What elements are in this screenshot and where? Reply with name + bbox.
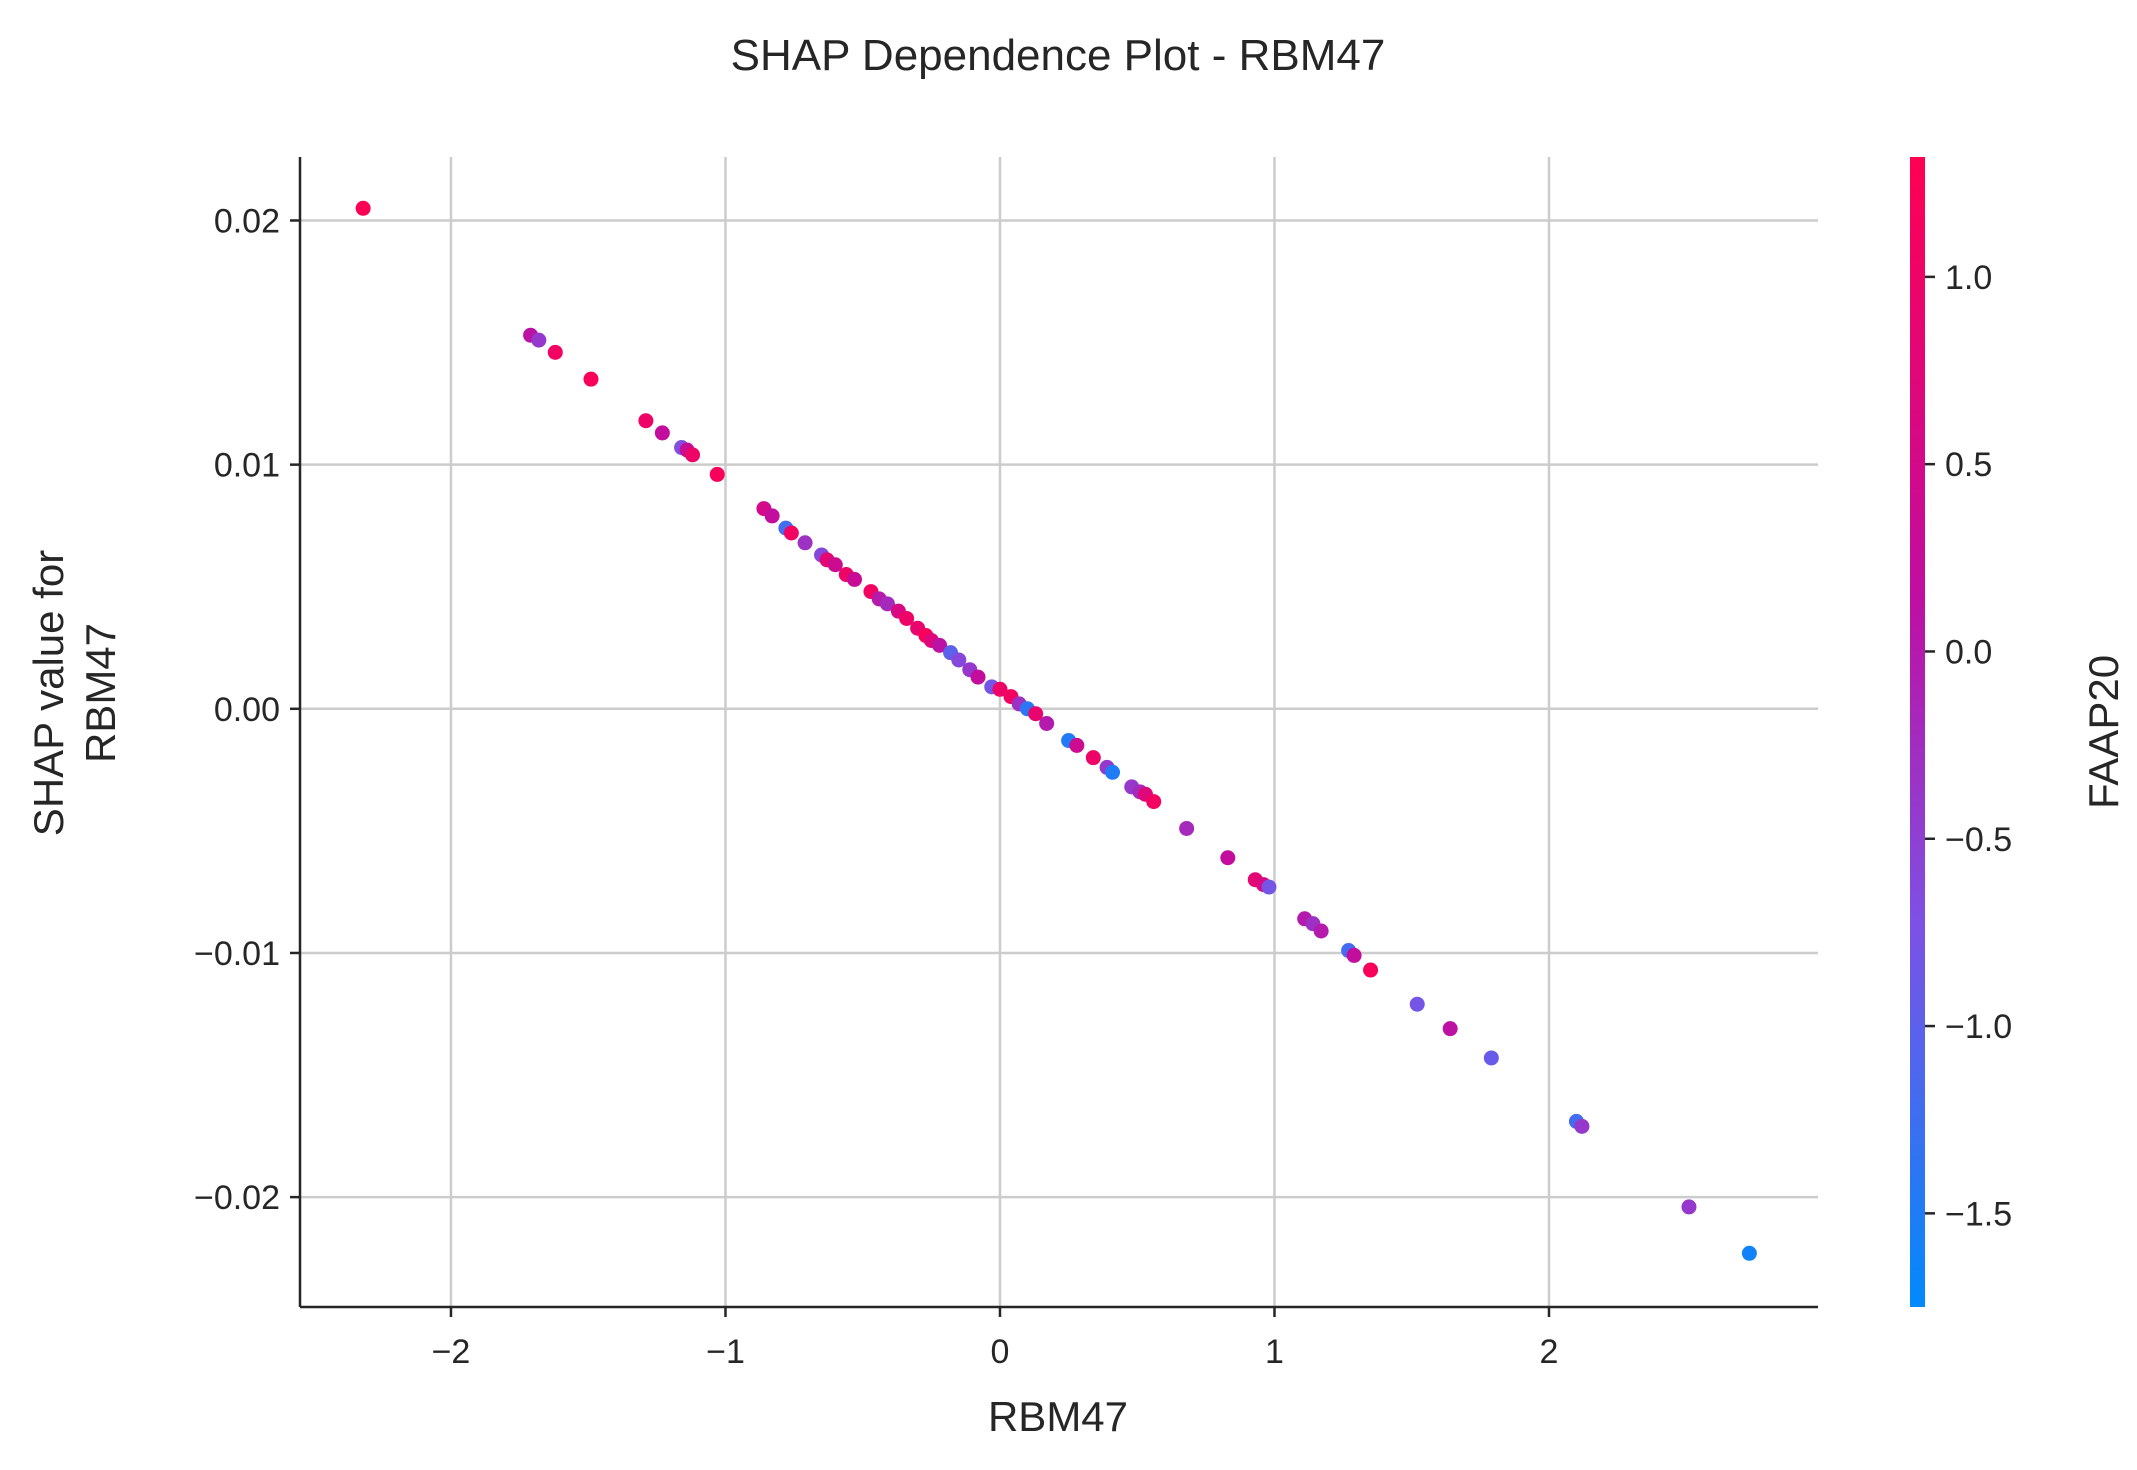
data-point [531, 332, 547, 348]
data-point [783, 525, 799, 541]
y-axis-label-line-1: SHAP value for [25, 550, 72, 836]
data-point [654, 425, 670, 441]
x-axis-ticks: −2 −1 0 1 2 [432, 1307, 1559, 1371]
x-tick-label: −1 [706, 1333, 745, 1371]
data-point [1363, 962, 1379, 978]
data-point [1313, 923, 1329, 939]
colorbar-tick-label: 0.0 [1945, 633, 1992, 671]
data-point [846, 571, 862, 587]
x-tick-label: 1 [1265, 1333, 1284, 1371]
y-tick-label: 0.00 [214, 691, 280, 729]
y-axis-label-line-2: RBM47 [77, 623, 124, 763]
data-point [709, 466, 725, 482]
data-point [547, 344, 563, 360]
scatter-points [355, 200, 1757, 1261]
data-point [1039, 715, 1055, 731]
colorbar-tick-label: −1.0 [1945, 1008, 2012, 1046]
x-axis-label: RBM47 [988, 1393, 1128, 1440]
data-point [764, 508, 780, 524]
data-point [355, 200, 371, 216]
data-point [1146, 794, 1162, 810]
data-point [1085, 750, 1101, 766]
data-point [1346, 947, 1362, 963]
data-point [827, 557, 843, 573]
data-point [951, 652, 967, 668]
data-point [1442, 1021, 1458, 1037]
x-tick-label: 0 [991, 1333, 1010, 1371]
y-axis-label: SHAP value for RBM47 [25, 550, 124, 836]
colorbar-tick-label: 1.0 [1945, 259, 1992, 297]
y-tick-label: −0.02 [194, 1179, 280, 1217]
data-point [1028, 706, 1044, 722]
data-point [932, 637, 948, 653]
colorbar-tick-label: −1.5 [1945, 1195, 2012, 1233]
data-point [1220, 850, 1236, 866]
colorbar [1910, 157, 1925, 1307]
data-point [1741, 1245, 1757, 1261]
data-point [1179, 820, 1195, 836]
colorbar-label: FAAP20 [2080, 655, 2127, 809]
data-point [583, 371, 599, 387]
data-point [685, 447, 701, 463]
colorbar-tick-label: −0.5 [1945, 821, 2012, 859]
x-tick-label: −2 [432, 1333, 471, 1371]
data-point [638, 413, 654, 429]
y-axis-ticks: 0.02 0.01 0.00 −0.01 −0.02 [194, 202, 300, 1217]
colorbar-tick-label: 0.5 [1945, 446, 1992, 484]
data-point [970, 669, 986, 685]
data-point [1574, 1118, 1590, 1134]
data-point [899, 610, 915, 626]
data-point [1261, 879, 1277, 895]
data-point [1069, 737, 1085, 753]
chart-title: SHAP Dependence Plot - RBM47 [731, 31, 1386, 80]
y-tick-label: 0.02 [214, 202, 280, 240]
data-point [1409, 996, 1425, 1012]
data-point [992, 681, 1008, 697]
data-point [879, 596, 895, 612]
colorbar-ticks: 1.0 0.5 0.0 −0.5 −1.0 −1.5 [1925, 259, 2012, 1233]
data-point [797, 535, 813, 551]
data-point [1105, 764, 1121, 780]
grid-lines [300, 157, 1818, 1307]
x-tick-label: 2 [1540, 1333, 1559, 1371]
data-point [1483, 1050, 1499, 1066]
data-point [1681, 1199, 1697, 1215]
y-tick-label: 0.01 [214, 447, 280, 485]
y-tick-label: −0.01 [194, 935, 280, 973]
plot-axes [298, 157, 1818, 1309]
